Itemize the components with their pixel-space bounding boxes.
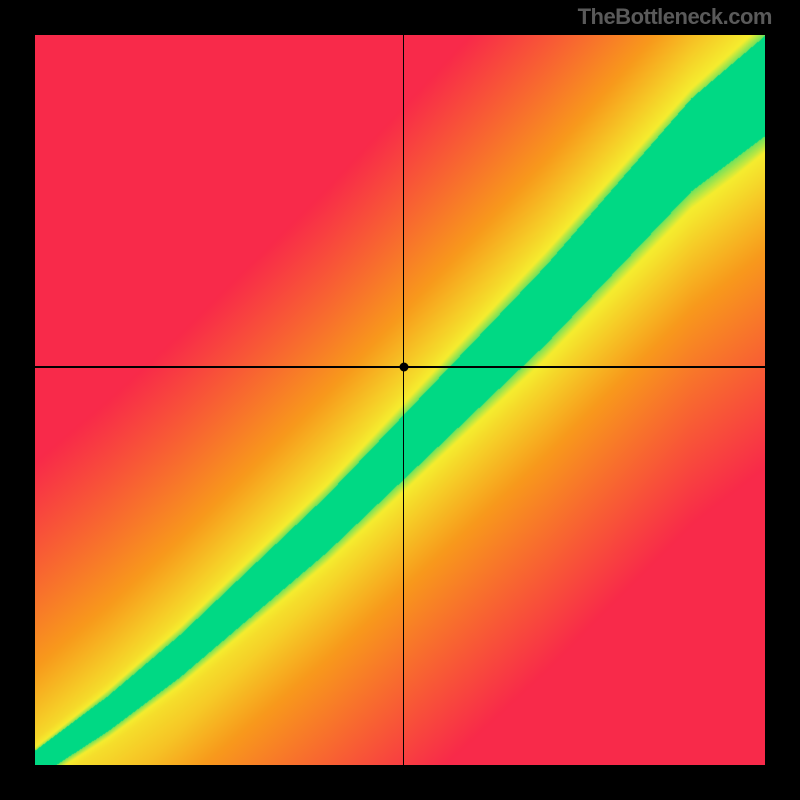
bottleneck-heatmap <box>35 35 765 765</box>
crosshair-vertical <box>403 35 405 765</box>
heatmap-canvas <box>35 35 765 765</box>
watermark-text: TheBottleneck.com <box>578 4 772 30</box>
marker-point <box>399 363 408 372</box>
